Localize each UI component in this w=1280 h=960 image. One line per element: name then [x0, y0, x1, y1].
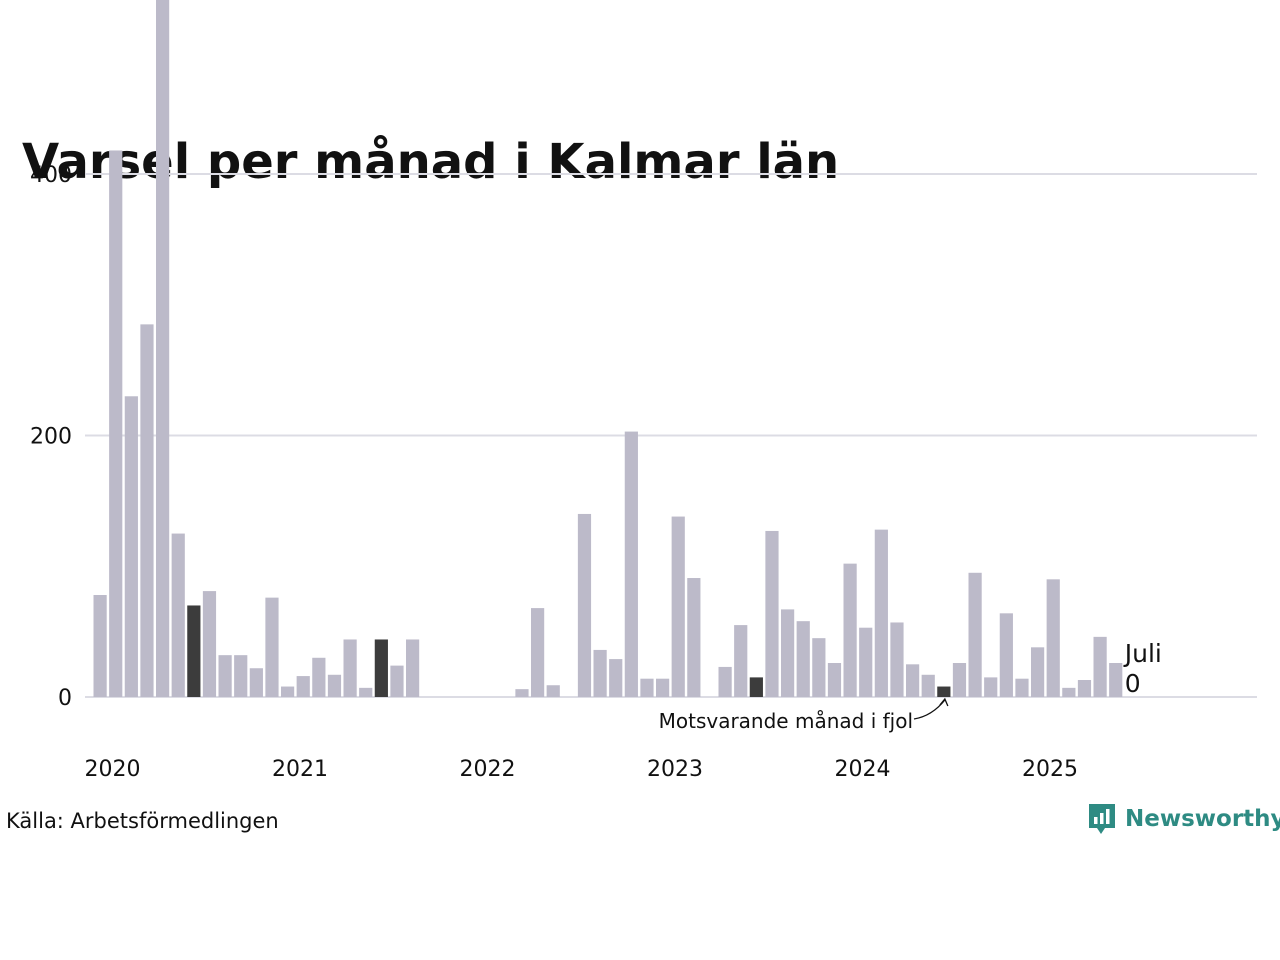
bar-2023-11: [812, 638, 826, 697]
bar-2021-08: [390, 665, 404, 697]
bar-2024-11: [999, 613, 1013, 697]
bar-2024-04: [890, 622, 904, 697]
bar-2020-12: [265, 597, 279, 697]
bar-2023-02: [671, 516, 685, 697]
bar-2022-04: [515, 689, 529, 697]
bar-2021-06: [359, 687, 373, 697]
bar-2024-03: [874, 529, 888, 697]
prev-year-arrow: [913, 699, 946, 720]
bar-2024-12: [1015, 678, 1029, 697]
bar-2025-01: [1031, 647, 1045, 697]
x-tick-label: 2024: [835, 757, 891, 782]
y-tick-label: 200: [30, 425, 72, 450]
bar-2023-06: [734, 625, 748, 697]
bar-2022-11: [624, 431, 638, 697]
bar-2021-04: [327, 674, 342, 697]
x-tick-label: 2025: [1022, 757, 1078, 782]
bar-2020-03: [124, 396, 138, 697]
bar-2024-01: [843, 563, 857, 697]
prev-year-arrowhead: [939, 697, 949, 707]
bar-2021-02: [296, 676, 310, 697]
y-tick-label: 400: [30, 163, 72, 188]
bar-2020-10: [234, 655, 248, 697]
bar-2022-10: [609, 659, 623, 697]
bar-2023-12: [827, 663, 842, 697]
bar-2025-05: [1093, 636, 1107, 697]
bar-2021-01: [281, 686, 295, 697]
prev-year-label: Motsvarande månad i fjol: [659, 709, 913, 733]
bar-2024-07: [937, 686, 951, 697]
bar-2020-05: [156, 0, 170, 698]
bar-2024-02: [859, 627, 873, 697]
bar-2020-08: [202, 591, 217, 697]
source-note: Källa: Arbetsförmedlingen: [6, 809, 279, 833]
x-axis-ticks: 2020 2021 2022 2023 2024 2025: [85, 757, 1079, 782]
y-axis-ticks: 0200400600: [30, 163, 72, 711]
bar-2023-10: [796, 621, 810, 697]
bar-2021-03: [312, 657, 326, 697]
x-tick-label: 2023: [647, 757, 703, 782]
bar-2024-09: [968, 572, 982, 697]
bar-2023-01: [656, 678, 670, 697]
bar-2024-08: [952, 663, 967, 697]
bar-2022-09: [593, 649, 607, 697]
bar-2025-04: [1077, 680, 1092, 697]
bar-2020-01: [93, 595, 107, 697]
bar-2024-10: [984, 677, 998, 697]
x-tick-label: 2020: [85, 757, 141, 782]
bar-2023-08: [765, 530, 779, 697]
x-tick-label: 2022: [460, 757, 516, 782]
bar-2022-05: [531, 608, 545, 697]
y-tick-label: 0: [58, 686, 72, 711]
grid-lines: [85, 173, 1257, 698]
bar-2024-05: [906, 664, 920, 697]
bar-2021-07: [374, 639, 388, 697]
bar-2022-08: [577, 513, 592, 697]
bar-2024-06: [921, 674, 935, 697]
bar-2020-11: [249, 668, 263, 697]
bar-2023-07: [749, 677, 763, 697]
bar-2025-03: [1062, 687, 1076, 697]
bar-2020-07: [187, 605, 201, 697]
bar-2021-09: [406, 639, 420, 697]
chart-logo-icon: [1089, 804, 1115, 834]
chart-title: Varsel per månad i Kalmar län: [22, 134, 839, 190]
bar-2022-06: [546, 685, 560, 697]
brand-name: Newsworthy: [1125, 806, 1280, 832]
bar-2020-02: [109, 150, 123, 698]
last-month-value: 0: [1125, 669, 1141, 698]
bar-2021-05: [343, 639, 357, 697]
brand-logo: Newsworthy: [1087, 802, 1280, 836]
bar-2023-03: [687, 578, 701, 697]
bar-2020-06: [171, 533, 185, 697]
bar-2023-05: [718, 666, 732, 697]
bar-2020-04: [140, 324, 154, 697]
bar-2025-06: [1109, 663, 1123, 697]
bar-2025-02: [1046, 579, 1060, 697]
last-month-label: Juli: [1123, 639, 1162, 668]
bar-2022-12: [640, 678, 654, 697]
x-tick-label: 2021: [272, 757, 328, 782]
bar-2023-09: [781, 609, 795, 697]
bar-2020-09: [218, 655, 232, 697]
bars: [93, 0, 1123, 698]
